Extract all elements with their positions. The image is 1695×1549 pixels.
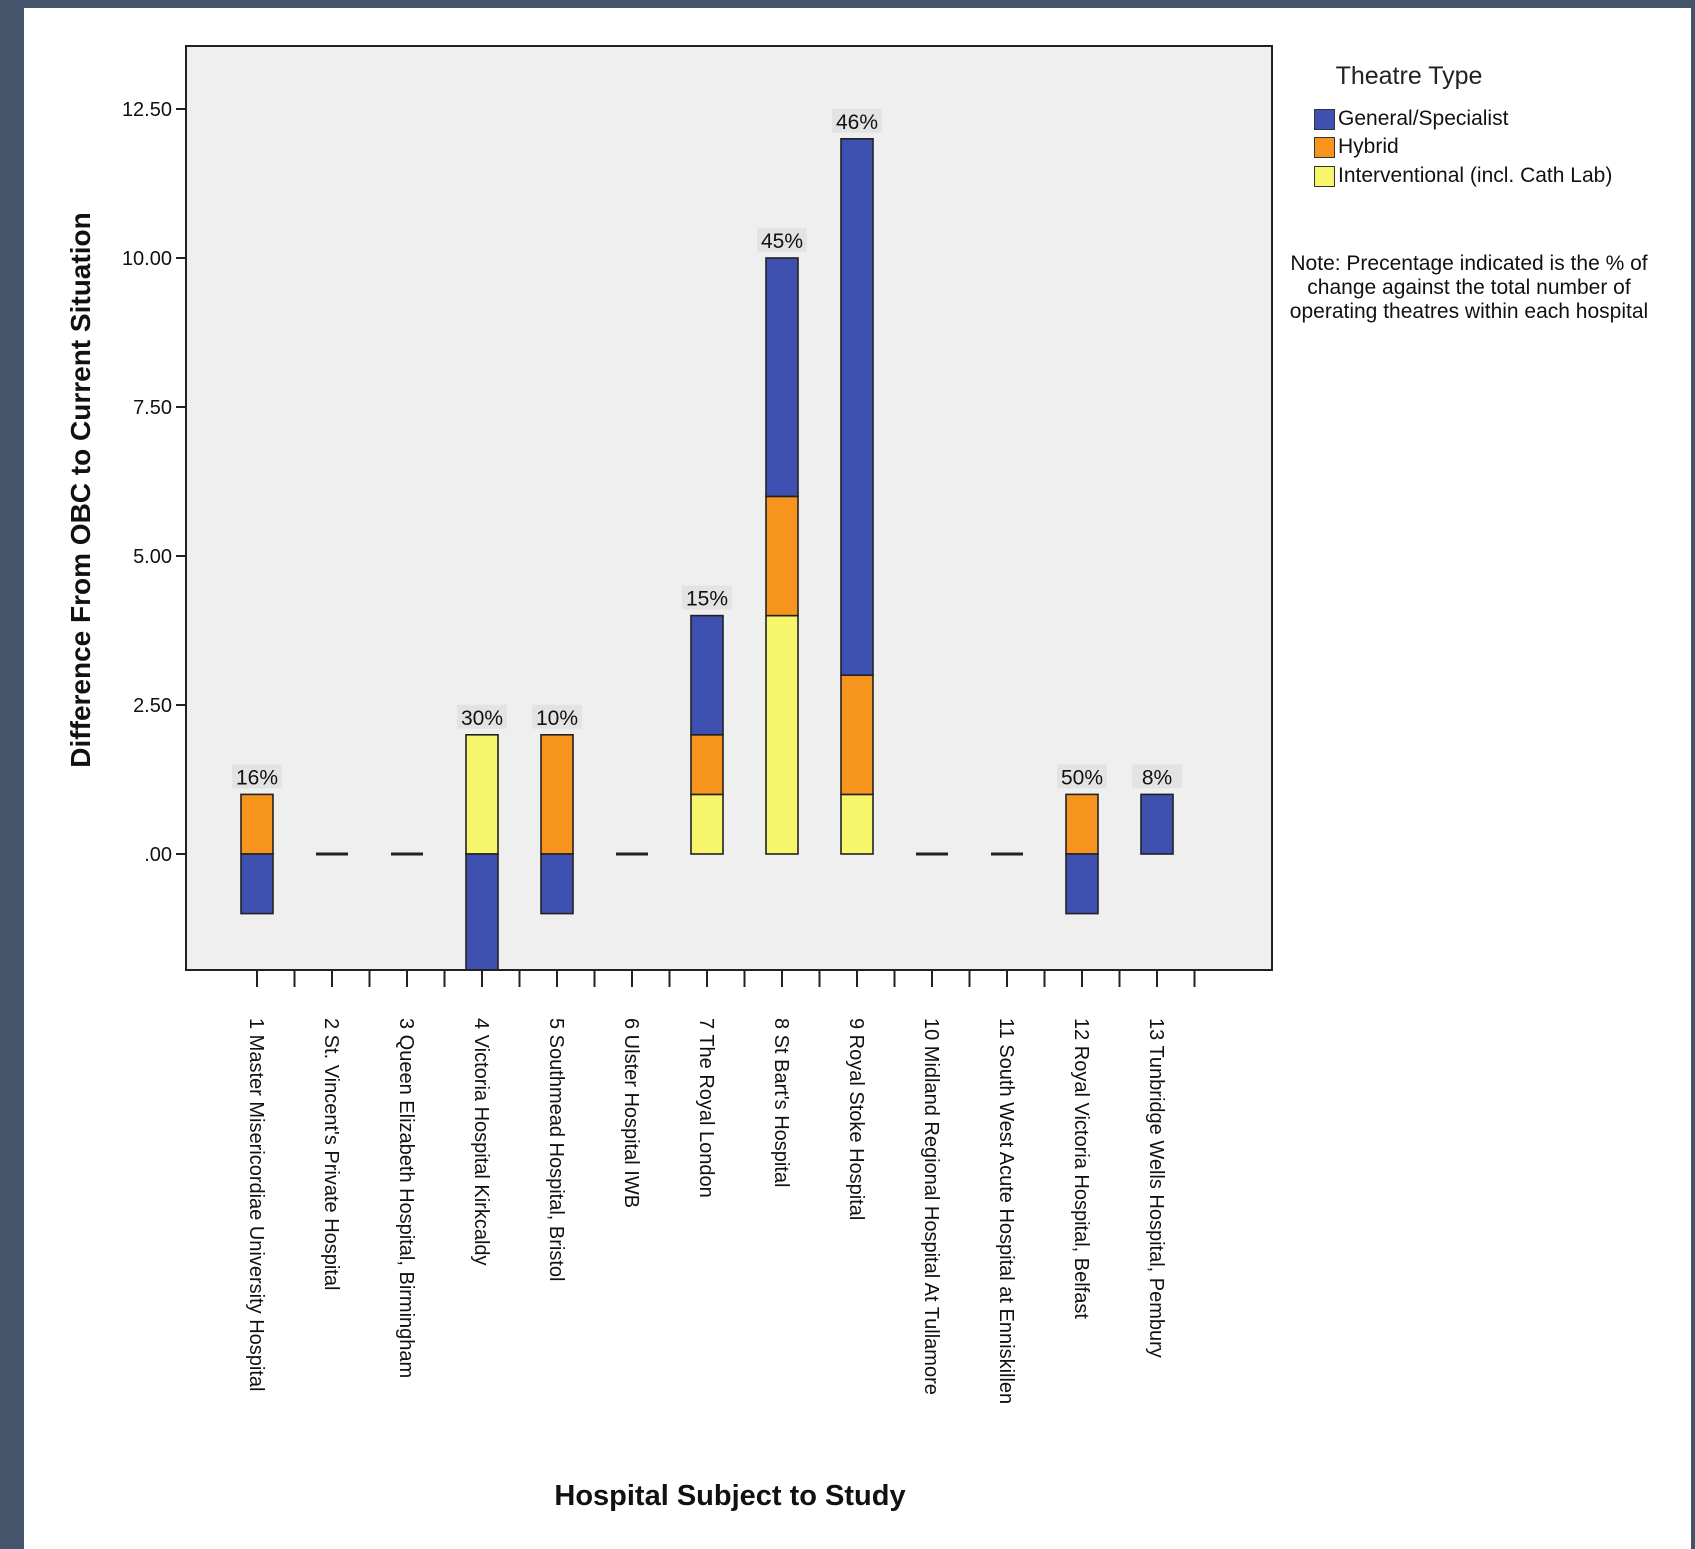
bar-percentage-label: 50% [1061,766,1103,789]
bar-percentage-label: 45% [761,230,803,253]
x-category-label: 10 Midland Regional Hospital At Tullamor… [920,1018,942,1395]
bar-segment-hybrid [1065,793,1099,855]
x-category-label: 13 Tunbridge Wells Hospital, Pembury [1145,1018,1167,1358]
bar-segment-hybrid [765,495,799,617]
bar-segment-interventional-incl-cath-lab [690,793,724,855]
bar-label-bg [682,585,732,610]
chart-note: Note: Precentage indicated is the % of c… [1289,252,1649,323]
plot-border [185,45,1273,971]
bar-segment-general-specialist [765,257,799,498]
x-category-label: 11 South West Acute Hospital at Enniskil… [995,1018,1017,1404]
x-category-label: 5 Southmead Hospital, Bristol [545,1018,567,1281]
bar-percentage-label: 8% [1142,766,1172,789]
bar-label-bg [457,704,507,729]
x-category-label: 12 Royal Victoria Hospital, Belfast [1070,1018,1092,1319]
bar-label-bg [1132,764,1182,789]
bar-label-bg [532,704,582,729]
bar-segment-general-specialist [1140,793,1174,855]
bar-segment-hybrid [540,733,574,855]
bar-segment-general-specialist [540,853,574,915]
bar-segment-general-specialist [240,853,274,915]
legend-label: General/Specialist [1338,107,1509,130]
chart-panel: 16% 30% 10% 15% 45% 46% 50% 8% .00 2.50 5.00 7.50 1… [24,8,1691,1549]
x-category-label: 8 St Bart's Hospital [770,1018,792,1187]
legend-item-general-specialist: General/Specialist [1314,107,1508,131]
x-axis-title: Hospital Subject to Study [554,1480,905,1512]
x-category-label: 7 The Royal London [695,1018,717,1198]
y-tick-label: 2.50 [133,695,172,717]
bar-segment-interventional-incl-cath-lab [465,733,499,855]
bar-segment-interventional-incl-cath-lab [765,614,799,855]
stacked-bar-chart: 16% 30% 10% 15% 45% 46% 50% 8% .00 2.50 5.00 7.50 1… [65,45,1273,1512]
bar-segment-general-specialist [840,138,874,677]
x-category-label: 2 St. Vincent's Private Hospital [320,1018,342,1290]
bar-percentage-label: 46% [836,111,878,134]
legend-title: Theatre Type [1335,62,1483,90]
y-tick-label: 5.00 [133,546,172,568]
legend-label: Interventional (incl. Cath Lab) [1338,164,1613,187]
x-category-label: 4 Victoria Hospital Kirkcaldy [470,1018,492,1266]
bar-percentage-label: 30% [461,707,503,730]
legend-swatch-general-specialist [1314,108,1335,130]
x-category-label: 6 Ulster Hospital IWB [620,1018,642,1208]
y-tick-label: 10.00 [122,248,172,270]
x-category-label: 3 Queen Elizabeth Hospital, Birmingham [395,1018,417,1378]
bar-segment-hybrid [240,793,274,855]
bar-label-bg [232,764,282,789]
legend-swatch-interventional [1314,165,1335,187]
y-tick-label: 12.50 [122,99,172,121]
bar-segment-hybrid [840,674,874,796]
x-category-label: 1 Master Misericordiae University Hospit… [245,1018,267,1391]
bar-label-bg [1057,764,1107,789]
bar-segment-interventional-incl-cath-lab [840,793,874,855]
y-tick-label: 7.50 [133,397,172,419]
bar-percentage-label: 10% [536,707,578,730]
plot-area [186,46,1272,970]
x-category-label: 9 Royal Stoke Hospital [845,1018,867,1220]
bar-segment-general-specialist [465,853,499,971]
bar-label-bg [757,228,807,252]
legend-swatch-hybrid [1314,136,1335,158]
bar-label-bg [832,108,882,133]
bar-segment-general-specialist [1065,853,1099,915]
legend-item-interventional: Interventional (incl. Cath Lab) [1314,164,1612,188]
bar-segment-general-specialist [690,614,724,736]
y-tick-label: .00 [144,844,172,866]
bar-percentage-label: 16% [236,766,278,789]
legend-item-hybrid: Hybrid [1314,135,1399,159]
bar-percentage-label: 15% [686,588,728,611]
y-axis-title: Difference From OBC to Current Situation [65,212,96,767]
legend-label: Hybrid [1338,135,1399,158]
bar-segment-hybrid [690,733,724,796]
